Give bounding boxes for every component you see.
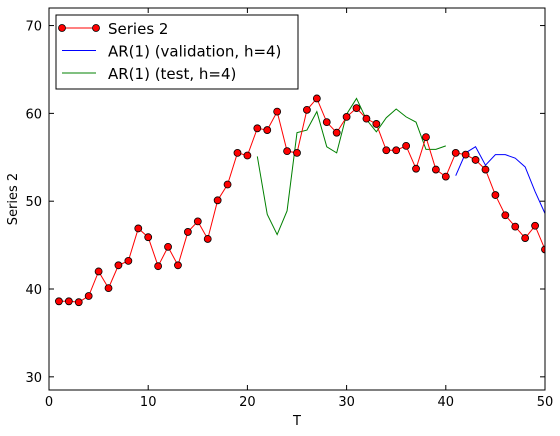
- data-point: [263, 126, 272, 134]
- y-tick-label: 30: [25, 371, 42, 386]
- data-point: [441, 172, 450, 181]
- data-point: [471, 156, 480, 164]
- data-point: [253, 124, 262, 133]
- data-point: [303, 105, 311, 114]
- x-tick-label: 0: [45, 395, 53, 410]
- data-point: [283, 147, 291, 156]
- data-point: [55, 297, 63, 306]
- data-point: [154, 262, 163, 271]
- data-point: [511, 222, 520, 231]
- data-point: [243, 151, 252, 160]
- data-point: [74, 298, 83, 307]
- series-line-2: [256, 97, 446, 236]
- x-tick-label: 10: [140, 395, 157, 410]
- data-point: [352, 104, 361, 113]
- x-tick-label: 20: [239, 395, 256, 410]
- y-tick-label: 40: [25, 283, 42, 298]
- data-point: [541, 245, 545, 254]
- data-point: [193, 217, 202, 226]
- data-point: [531, 221, 539, 230]
- data-point: [412, 164, 420, 173]
- y-tick-label: 70: [25, 20, 42, 35]
- series-layer: [55, 94, 545, 307]
- data-point: [521, 234, 530, 242]
- y-axis-label: Series 2: [6, 173, 21, 225]
- data-point: [84, 292, 93, 300]
- legend: Series 2 AR(1) (validation, h=4) AR(1) (te…: [55, 14, 299, 90]
- data-point: [422, 133, 430, 141]
- data-point: [104, 284, 113, 293]
- legend-label: AR(1) (test, h=4): [108, 65, 236, 83]
- data-point: [94, 267, 103, 276]
- data-point: [134, 224, 143, 233]
- plot-frame: [48, 7, 546, 391]
- data-point: [372, 120, 381, 128]
- data-point: [382, 146, 391, 155]
- data-point: [174, 261, 182, 270]
- legend-label: AR(1) (validation, h=4): [108, 43, 281, 61]
- series-group: [55, 94, 545, 307]
- data-point: [481, 165, 490, 174]
- data-point: [402, 141, 411, 150]
- data-point: [164, 242, 172, 251]
- y-tick-label: 60: [25, 107, 42, 122]
- data-point: [183, 228, 192, 236]
- legend-marker: [92, 24, 100, 32]
- x-tick-label: 50: [537, 395, 554, 410]
- data-point: [233, 148, 242, 157]
- x-tick-label: 40: [438, 395, 455, 410]
- data-point: [362, 114, 371, 123]
- data-point: [312, 94, 321, 103]
- data-point: [124, 257, 133, 265]
- legend-marker: [58, 24, 66, 32]
- series-line-1: [455, 146, 545, 214]
- data-point: [203, 235, 212, 243]
- data-point: [392, 146, 401, 155]
- data-point: [342, 112, 351, 121]
- legend-label: Series 2: [108, 20, 168, 38]
- data-point: [293, 148, 301, 157]
- data-point: [451, 148, 460, 157]
- data-point: [114, 261, 123, 270]
- data-point: [322, 118, 331, 127]
- x-axis-label: T: [292, 414, 301, 429]
- data-point: [64, 297, 73, 306]
- data-point: [273, 107, 282, 116]
- y-tick-label: 50: [25, 195, 42, 210]
- data-point: [213, 196, 222, 205]
- data-point: [223, 180, 232, 189]
- data-point: [491, 191, 500, 199]
- data-point: [332, 128, 341, 137]
- axes-layer: 0 10 20 30 40 50 30 40 50 60 70: [25, 8, 553, 410]
- data-point: [431, 165, 440, 174]
- data-point: [144, 233, 153, 242]
- data-point: [501, 211, 510, 220]
- data-point: [461, 150, 470, 159]
- x-tick-label: 30: [338, 395, 355, 410]
